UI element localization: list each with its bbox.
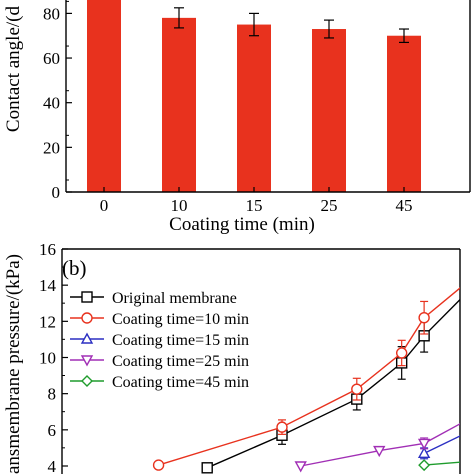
error-bar <box>465 456 473 467</box>
error-bar <box>465 423 473 441</box>
triangle-down-marker <box>417 438 431 450</box>
line-y-tick-labels: 4 6 8 10 12 14 16 <box>39 240 57 474</box>
y-tick-label: 4 <box>48 457 57 474</box>
series-line <box>300 423 460 467</box>
y-tick-label: 60 <box>43 49 60 68</box>
error-bar <box>465 276 473 305</box>
x-tick-label: 10 <box>171 196 188 215</box>
y-tick-label: 40 <box>43 94 60 113</box>
y-tick-label: 20 <box>43 138 60 157</box>
triangle-down-marker <box>294 461 307 473</box>
line-legend: Original membrane Coating time=10 min Coat… <box>70 290 249 391</box>
x-tick-label: 45 <box>396 196 413 215</box>
y-tick-label: 12 <box>39 312 56 331</box>
error-bar <box>324 19 334 39</box>
triangle-down-marker <box>373 445 386 458</box>
series-line <box>423 435 460 454</box>
bar <box>87 0 121 192</box>
triangle-up-marker <box>464 427 474 436</box>
square-marker <box>464 286 474 296</box>
y-tick-label: 6 <box>48 421 57 440</box>
x-tick-label: 15 <box>246 196 263 215</box>
line-y-axis-label: ansmembrane pressure/(kPa) <box>3 254 24 474</box>
legend-item: Coating time=45 min <box>70 374 249 391</box>
bar <box>387 35 421 192</box>
circle-marker <box>395 347 408 359</box>
series-line <box>206 298 460 469</box>
bar-group <box>87 0 421 193</box>
legend-label: Coating time=25 min <box>112 353 249 370</box>
triangle-up-marker <box>417 446 431 459</box>
diamond-marker <box>464 456 474 466</box>
error-bar <box>174 7 184 29</box>
x-tick-label: 25 <box>321 196 338 215</box>
legend-item: Coating time=15 min <box>70 332 249 349</box>
line-series <box>294 412 474 473</box>
diamond-marker <box>418 459 431 472</box>
bar-x-tick-labels: 0 10 15 25 45 <box>100 196 413 215</box>
bar-error-bars <box>174 7 409 44</box>
triangle-up-marker <box>80 332 94 344</box>
y-tick-label: 14 <box>39 276 57 295</box>
bar-y-tick-labels: 0 20 40 60 80 <box>43 4 60 202</box>
legend-label: Coating time=10 min <box>112 311 249 328</box>
circle-marker <box>418 312 430 324</box>
bar-x-axis-label: Coating time (min) <box>169 214 315 235</box>
y-tick-label: 16 <box>39 240 56 259</box>
series-line <box>158 287 460 466</box>
series-line <box>424 461 460 466</box>
circle-marker <box>351 383 363 395</box>
triangle-down-marker <box>464 415 474 424</box>
bar <box>162 17 196 192</box>
legend-item: Coating time=10 min <box>70 311 249 328</box>
legend-label: Original membrane <box>112 290 237 307</box>
y-tick-label: 0 <box>52 183 61 202</box>
circle-marker <box>464 276 474 286</box>
bar-chart-axes <box>65 0 471 193</box>
line-series <box>418 456 474 472</box>
bar <box>237 24 271 193</box>
y-tick-label: 10 <box>39 349 56 368</box>
circle-marker <box>152 459 165 471</box>
bar-y-axis-label: Contact angle/(d <box>3 6 24 133</box>
y-tick-label: 8 <box>48 385 57 404</box>
legend-item: Coating time=25 min <box>70 353 249 370</box>
line-series-group <box>152 264 474 474</box>
error-bar <box>399 28 409 44</box>
error-bar <box>249 12 259 37</box>
square-marker <box>81 291 93 303</box>
panel-label: (b) <box>62 256 87 280</box>
triangle-down-marker <box>80 355 94 367</box>
bar <box>312 29 346 193</box>
contact-angle-bar-chart: 0 20 40 60 80 0 10 15 25 45 Coating time (min) C… <box>3 0 471 235</box>
legend-label: Coating time=45 min <box>112 374 249 391</box>
line-series <box>152 264 474 471</box>
error-bar <box>465 264 473 297</box>
y-tick-label: 80 <box>43 4 60 23</box>
circle-marker <box>81 312 93 324</box>
legend-item: Original membrane <box>70 290 237 307</box>
transmembrane-pressure-line-chart: 4 6 8 10 12 14 16 Original membrane Coating tim… <box>3 240 474 474</box>
circle-marker <box>276 421 288 433</box>
error-bar <box>465 412 473 426</box>
diamond-marker <box>81 375 93 387</box>
legend-label: Coating time=15 min <box>112 332 249 349</box>
square-marker <box>201 462 213 474</box>
x-tick-label: 0 <box>100 196 109 215</box>
